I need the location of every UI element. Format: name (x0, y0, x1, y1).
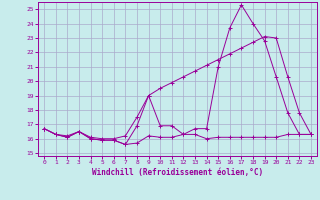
X-axis label: Windchill (Refroidissement éolien,°C): Windchill (Refroidissement éolien,°C) (92, 168, 263, 177)
